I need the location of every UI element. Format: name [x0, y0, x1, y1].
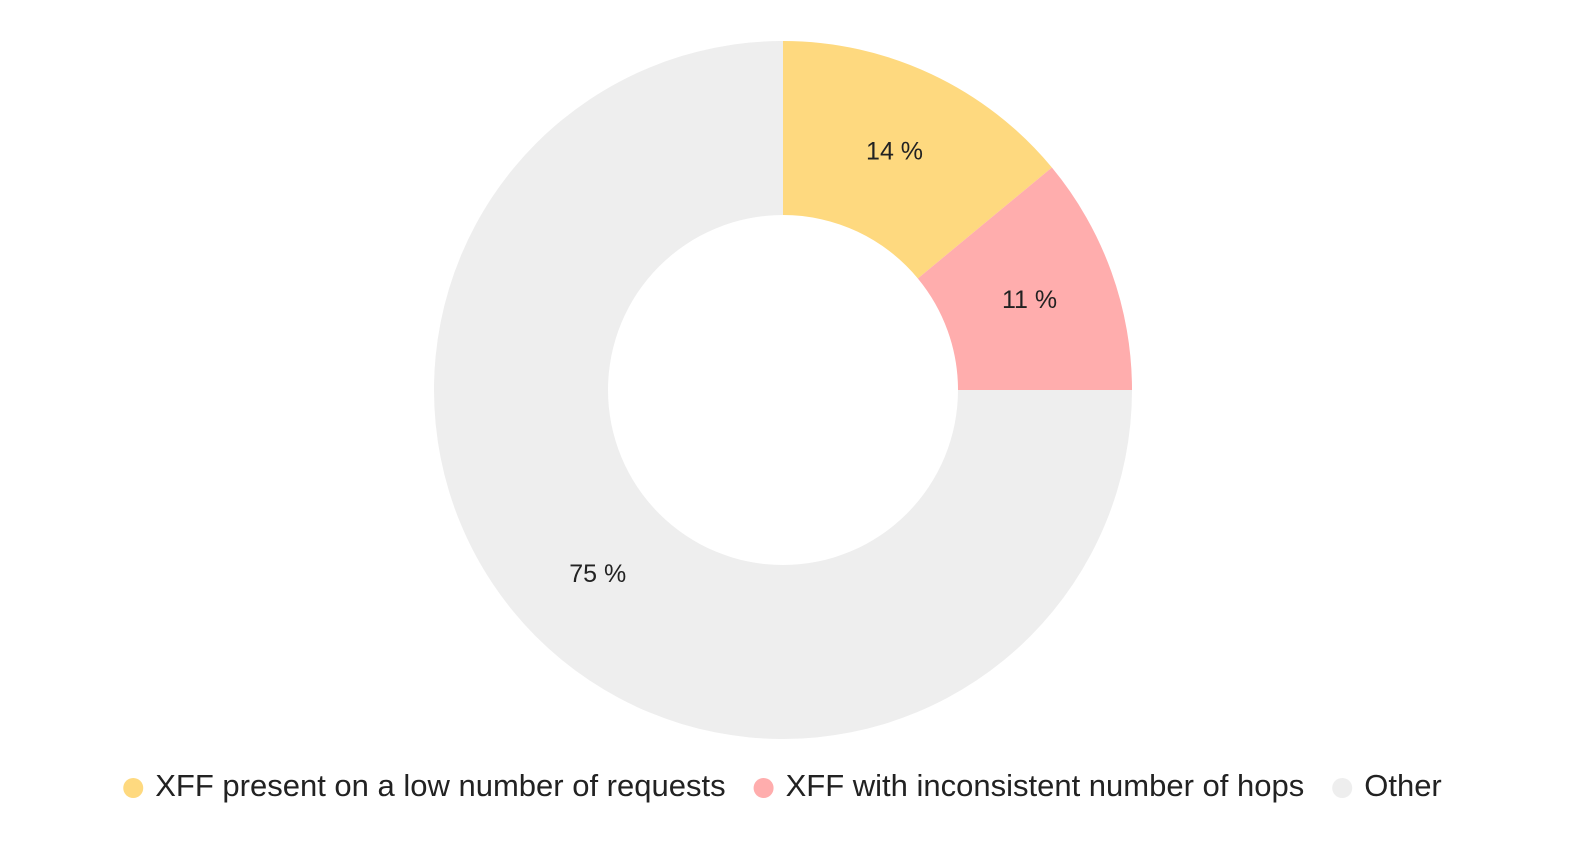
legend-label: Other — [1364, 768, 1442, 803]
legend-label: XFF with inconsistent number of hops — [786, 768, 1305, 803]
legend-marker — [753, 778, 774, 798]
legend: XFF present on a low number of requests X… — [123, 768, 1442, 803]
value-label: 75 % — [569, 560, 626, 588]
value-label: 11 % — [1002, 286, 1057, 314]
legend-marker — [123, 778, 144, 798]
donut-slice — [783, 41, 1052, 279]
legend-label: XFF present on a low number of requests — [155, 768, 725, 803]
legend-marker — [1332, 778, 1353, 798]
donut-slice — [917, 167, 1132, 390]
value-label: 14 % — [866, 138, 923, 166]
donut-slice — [434, 41, 1132, 739]
